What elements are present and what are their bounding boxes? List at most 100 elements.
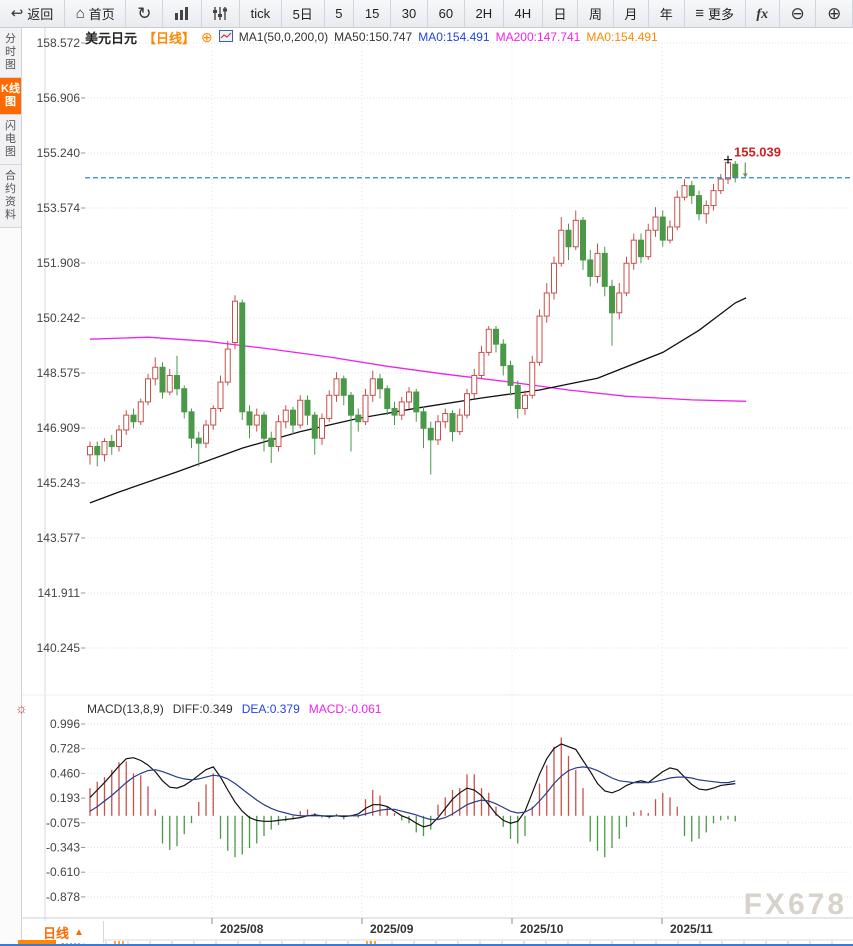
sidebar-item-contract-info[interactable]: 合约资料 [0, 165, 21, 228]
home-icon: ⌂ [75, 5, 85, 22]
period-day-button-label: 日 [553, 7, 567, 22]
macd-settings-icon[interactable]: ☼ [15, 700, 28, 716]
candle [217, 381, 224, 410]
period-15m-button-label: 15 [364, 6, 380, 21]
period-5d-button[interactable]: 5日 [282, 0, 325, 27]
price-tick-label: 150.242 [37, 311, 81, 325]
candle [398, 401, 405, 416]
menu-icon: ≡ [695, 5, 704, 22]
period-30m-button[interactable]: 30 [391, 0, 428, 27]
candle [681, 185, 688, 198]
candle [413, 391, 420, 413]
sidebar-item-time-chart[interactable]: 分时图 [0, 28, 21, 78]
mini-chart-icon [218, 29, 233, 45]
candle [507, 365, 514, 386]
candle [500, 343, 507, 367]
candle [355, 414, 362, 423]
period-month-button[interactable]: 月 [614, 0, 650, 27]
period-60m-button[interactable]: 60 [428, 0, 465, 27]
price-chart-svg[interactable]: 158.572 156.906 155.240 153.574 151.908 150.2… [22, 28, 853, 946]
period-5m-button[interactable]: 5 [325, 0, 355, 27]
zoom-in-button[interactable]: ⊕ [816, 0, 853, 27]
macd-tick-label: 0.728 [50, 742, 80, 756]
period-tick-button[interactable]: tick [240, 0, 282, 27]
home-button-label: 首页 [88, 7, 115, 22]
candle [703, 204, 710, 215]
top-toolbar: ↩ 返回 ⌂ 首页 ↻ tick 5日 5 15 30 60 2H 4H 日周月年 ≡ 更多 fx ⊖ ⊕ [0, 0, 853, 28]
period-4h-button[interactable]: 4H [504, 0, 543, 27]
candle [645, 229, 652, 258]
symbol-name: 美元日元 [85, 30, 138, 46]
ma-group-label: MA1(50,0,200,0) [238, 30, 329, 44]
candle [203, 424, 209, 444]
candle [601, 252, 608, 287]
indicator-button[interactable] [202, 0, 240, 27]
candle [471, 375, 478, 395]
refresh-icon: ↻ [137, 4, 152, 23]
more-button[interactable]: ≡ 更多 [685, 0, 746, 27]
grid-lines: 158.572 156.906 155.240 153.574 151.908 150.2… [22, 28, 853, 946]
period-15m-button[interactable]: 15 [354, 0, 392, 27]
period-tab-arrow-icon: ▲ [74, 926, 84, 938]
add-indicator-icon[interactable]: ⊕ [201, 29, 213, 45]
bottom-accent-bar [0, 944, 853, 946]
diff-line [89, 743, 736, 828]
candle [174, 375, 180, 390]
candle [268, 437, 275, 447]
navigator-handle[interactable] [18, 940, 56, 946]
candle [725, 162, 731, 180]
period-tab-label: 日线 [43, 925, 70, 941]
candle [311, 414, 318, 439]
candle [253, 414, 260, 426]
macd-dea-value: DEA:0.379 [241, 702, 300, 716]
period-week-button[interactable]: 周 [578, 0, 614, 27]
candle [638, 239, 644, 258]
left-sidebar: 分时图 K线图 闪电图 合约资料 [0, 28, 22, 946]
back-button[interactable]: ↩ 返回 [0, 0, 65, 27]
candle [369, 378, 376, 396]
period-week-button-label: 周 [588, 7, 602, 22]
month-label: 2025/08 [220, 922, 264, 936]
period-year-button[interactable]: 年 [649, 0, 685, 27]
candle [594, 252, 601, 277]
month-label: 2025/09 [370, 922, 414, 936]
period-2h-button[interactable]: 2H [465, 0, 504, 27]
candle [319, 417, 325, 439]
ma0-orange-value: MA0:154.491 [586, 30, 658, 44]
candle [435, 421, 441, 441]
candle [464, 393, 470, 416]
macd-tick-label: -0.878 [46, 890, 80, 904]
price-tick-label: 158.572 [37, 36, 81, 50]
macd-diff-value: DIFF:0.349 [172, 702, 233, 716]
period-day-button[interactable]: 日 [543, 0, 579, 27]
sidebar-item-flash-chart[interactable]: 闪电图 [0, 115, 21, 165]
volume-chart-button[interactable] [163, 0, 202, 27]
candle [116, 429, 122, 447]
ma0-blue-value: MA0:154.491 [418, 30, 490, 44]
zoom-out-button[interactable]: ⊖ [780, 0, 817, 27]
candle [493, 328, 499, 345]
period-tab-daily[interactable]: 日线 ▲ [24, 921, 104, 943]
candle [391, 408, 398, 416]
price-tick-label: 153.574 [37, 201, 81, 215]
period-30m-button-label: 30 [401, 6, 417, 21]
candle [94, 445, 101, 456]
refresh-button[interactable]: ↻ [126, 0, 164, 27]
candle [181, 388, 188, 413]
candle [152, 366, 159, 380]
formula-button[interactable]: fx [746, 0, 780, 27]
candle [536, 315, 543, 363]
candle [384, 388, 391, 410]
candle [261, 414, 267, 439]
price-tick-label: 145.243 [37, 476, 81, 490]
price-tick-label: 143.577 [37, 531, 81, 545]
home-button[interactable]: ⌂ 首页 [65, 0, 127, 27]
ma200-value: MA200:147.741 [495, 30, 581, 44]
candle [442, 412, 449, 423]
period-5d-button-label: 5日 [292, 7, 313, 22]
candle [130, 414, 137, 423]
ma50-line [89, 297, 747, 504]
price-tick-label: 141.911 [38, 586, 81, 600]
sidebar-item-kline-chart[interactable]: K线图 [0, 78, 21, 115]
